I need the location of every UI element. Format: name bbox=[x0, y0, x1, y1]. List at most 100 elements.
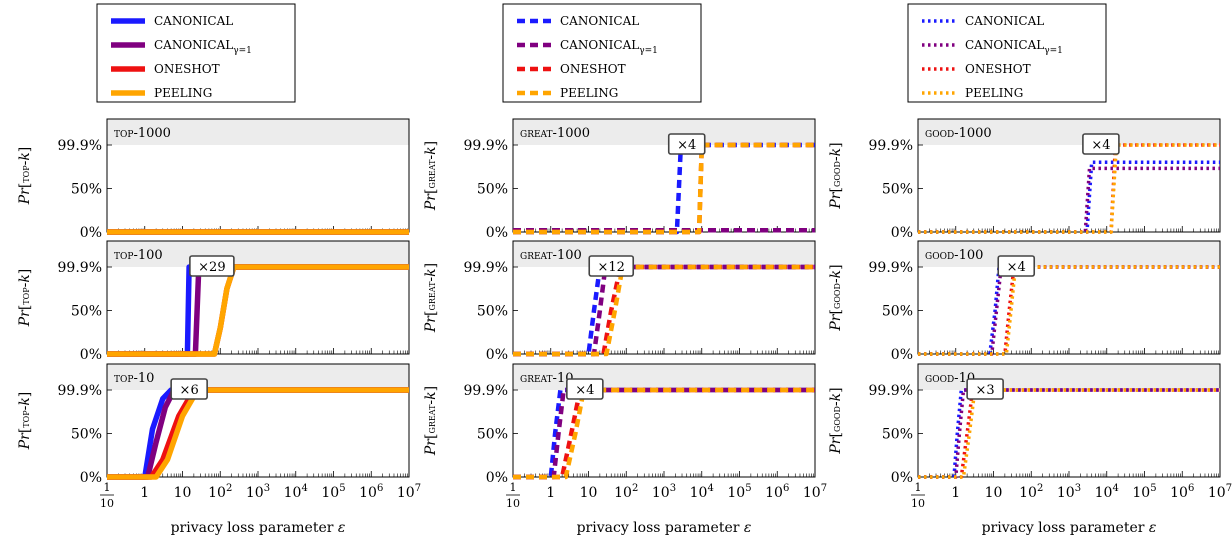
x-tick-label: 106 bbox=[359, 483, 383, 501]
y-tick-label: 50% bbox=[71, 426, 102, 442]
y-tick-label: 99.9% bbox=[869, 138, 913, 154]
annotation-label: ×3 bbox=[976, 383, 995, 398]
panel-great-1000: great-1000 0% 50% 99.9% Pr[great-k] ×4 bbox=[423, 118, 816, 241]
panel-header bbox=[513, 241, 815, 267]
series-line-peeling bbox=[107, 387, 409, 480]
x-tick-label: 106 bbox=[1170, 483, 1194, 501]
y-axis-label: Pr[top-k] bbox=[17, 147, 33, 206]
y-tick-label: 50% bbox=[71, 303, 102, 319]
x-tick-label-text: 102 bbox=[614, 483, 638, 501]
legend-label-oneshot: ONESHOT bbox=[154, 62, 220, 76]
series-line-oneshot bbox=[918, 265, 1220, 356]
panel-header bbox=[107, 119, 409, 145]
y-tick-label: 99.9% bbox=[58, 383, 102, 399]
x-tick-label: 105 bbox=[321, 483, 345, 501]
y-tick-label: 50% bbox=[882, 303, 913, 319]
series-line-oneshot bbox=[513, 142, 815, 235]
panel-title: great-100 bbox=[520, 248, 582, 263]
annotation-box bbox=[588, 255, 635, 277]
x-tick-label: 1 bbox=[546, 485, 555, 501]
panel-header bbox=[918, 119, 1220, 145]
y-tick-label: 99.9% bbox=[869, 260, 913, 276]
y-tick-label: 99.9% bbox=[869, 383, 913, 399]
y-tick-label: 99.9% bbox=[464, 383, 508, 399]
y-tick-label: 0% bbox=[891, 225, 913, 241]
x-tick-label: 105 bbox=[727, 483, 751, 501]
series-line-peeling bbox=[918, 143, 1220, 234]
x-tick-label-text: 10 bbox=[174, 485, 192, 501]
y-axis-label: Pr[great-k] bbox=[423, 263, 439, 333]
x-tick-label: 1 bbox=[951, 485, 960, 501]
x-tick-label: 110 bbox=[506, 481, 520, 510]
legend-good: CANONICAL CANONICALγ=1 ONESHOT PEELING bbox=[907, 3, 1107, 103]
y-axis-label: Pr[top-k] bbox=[17, 392, 33, 451]
x-tick-label: 110 bbox=[100, 481, 114, 510]
x-axis-label: privacy loss parameter ε bbox=[982, 520, 1157, 536]
y-tick-label: 0% bbox=[80, 347, 102, 363]
panel-good-100: good-100 0% 50% 99.9% Pr[good-k] ×4 bbox=[828, 240, 1221, 363]
annotation-box bbox=[189, 255, 235, 277]
x-tick-label-text: 10 bbox=[580, 485, 598, 501]
series-line-canonical-1 bbox=[918, 166, 1220, 234]
x-tick-label-text: 10 bbox=[985, 485, 1003, 501]
series-line-peeling bbox=[918, 388, 1220, 479]
legend-label-canonical: CANONICAL bbox=[560, 14, 639, 28]
x-tick-label: 102 bbox=[1019, 483, 1043, 501]
legend-label-canonical: CANONICAL bbox=[965, 14, 1044, 28]
y-tick-label: 0% bbox=[891, 347, 913, 363]
panel-header bbox=[107, 364, 409, 390]
x-tick-label: 103 bbox=[1057, 483, 1081, 501]
legend-label-peeling: PEELING bbox=[560, 86, 618, 100]
y-tick-label: 50% bbox=[882, 181, 913, 197]
annotation-label: ×29 bbox=[198, 260, 225, 275]
x-tick-label-text: 1 bbox=[546, 485, 555, 501]
x-tick-label-text: 104 bbox=[284, 483, 308, 501]
x-tick-label-num: 1 bbox=[510, 481, 517, 494]
x-tick-label: 105 bbox=[1132, 483, 1156, 501]
panel-title: top-1000 bbox=[114, 126, 171, 141]
annotation-box bbox=[997, 255, 1036, 277]
series-line-canonical bbox=[107, 264, 409, 357]
x-tick-label: 107 bbox=[803, 483, 827, 501]
x-tick-label-text: 102 bbox=[1019, 483, 1043, 501]
panel-great-100: great-100 0% 50% 99.9% Pr[great-k] ×12 bbox=[423, 240, 816, 363]
series-line-canonical-1 bbox=[513, 264, 815, 357]
y-tick-label: 0% bbox=[891, 470, 913, 486]
annotation-label: ×4 bbox=[677, 138, 696, 153]
y-tick-label: 0% bbox=[80, 470, 102, 486]
series-line-canonical-1 bbox=[918, 265, 1220, 356]
series-line-peeling bbox=[513, 387, 815, 480]
x-tick-label-text: 106 bbox=[359, 483, 383, 501]
legend-label-oneshot: ONESHOT bbox=[560, 62, 626, 76]
series-line-canonical bbox=[918, 160, 1220, 234]
x-tick-label: 103 bbox=[652, 483, 676, 501]
y-tick-label: 50% bbox=[477, 181, 508, 197]
x-tick-label: 10 bbox=[174, 485, 192, 501]
annotation-label: ×6 bbox=[180, 383, 199, 398]
column-good: CANONICAL CANONICALγ=1 ONESHOT PEELING good-… bbox=[828, 3, 1232, 536]
panel-header bbox=[513, 119, 815, 145]
annotation-label: ×4 bbox=[1007, 260, 1026, 275]
x-tick-label-text: 103 bbox=[652, 483, 676, 501]
annotation-box bbox=[566, 378, 604, 400]
annotation-box bbox=[170, 378, 208, 400]
panel-title: top-100 bbox=[114, 248, 163, 263]
x-tick-label-text: 1 bbox=[951, 485, 960, 501]
y-tick-label: 50% bbox=[477, 303, 508, 319]
panel-title: great-10 bbox=[520, 371, 573, 386]
x-axis-label: privacy loss parameter ε bbox=[171, 520, 346, 536]
annotation-box bbox=[667, 133, 706, 155]
legend-label-peeling: PEELING bbox=[965, 86, 1023, 100]
panel-header bbox=[107, 241, 409, 267]
y-tick-label: 50% bbox=[882, 426, 913, 442]
y-axis-label: Pr[great-k] bbox=[423, 386, 439, 456]
annotation-box bbox=[966, 378, 1004, 400]
x-tick-label: 1 bbox=[140, 485, 149, 501]
legend-great: CANONICAL CANONICALγ=1 ONESHOT PEELING bbox=[502, 3, 702, 103]
x-tick-label-text: 103 bbox=[246, 483, 270, 501]
panel-top-1000: top-1000 0% 50% 99.9% Pr[top-k] bbox=[17, 118, 410, 241]
series-line-canonical bbox=[513, 142, 815, 235]
x-tick-label: 107 bbox=[397, 483, 421, 501]
